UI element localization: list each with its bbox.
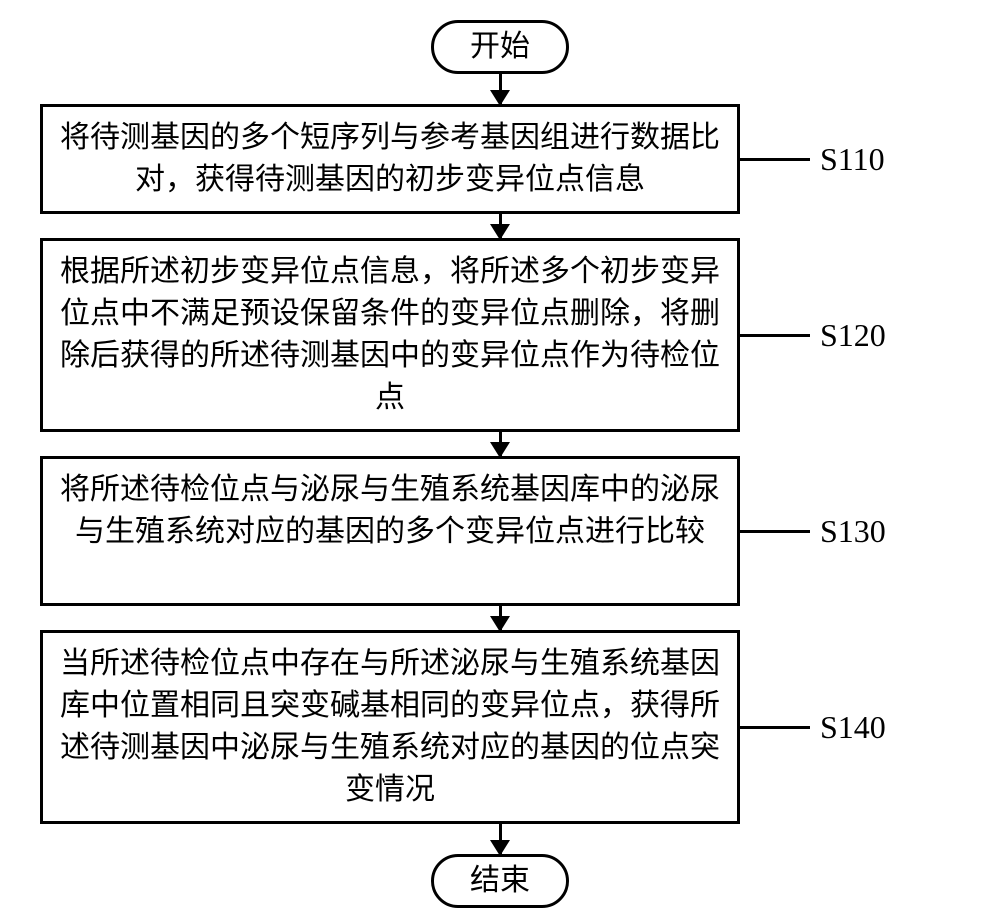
step-label-s130: S130 [820,513,886,550]
arrow-start-to-s110 [499,74,502,104]
step-box-s110: 将待测基因的多个短序列与参考基因组进行数据比对，获得待测基因的初步变异位点信息 [40,104,740,214]
arrow-col-end: 结束 [150,824,850,908]
arrow-s120-s130 [499,432,502,456]
step-box-s120: 根据所述初步变异位点信息，将所述多个初步变异位点中不满足预设保留条件的变异位点删… [40,238,740,432]
flowchart-container: 开始 将待测基因的多个短序列与参考基因组进行数据比对，获得待测基因的初步变异位点… [40,20,960,908]
step-label-s120: S120 [820,317,886,354]
step-box-s130: 将所述待检位点与泌尿与生殖系统基因库中的泌尿与生殖系统对应的基因的多个变异位点进… [40,456,740,606]
connector-s110: S110 [740,141,960,178]
step-row-s140: 当所述待检位点中存在与所述泌尿与生殖系统基因库中位置相同且突变碱基相同的变异位点… [40,630,960,824]
connector-line-s110 [740,158,810,161]
step-row-s130: 将所述待检位点与泌尿与生殖系统基因库中的泌尿与生殖系统对应的基因的多个变异位点进… [40,456,960,606]
arrow-col-2 [150,432,850,456]
connector-s120: S120 [740,317,960,354]
step-row-s120: 根据所述初步变异位点信息，将所述多个初步变异位点中不满足预设保留条件的变异位点删… [40,238,960,432]
flow-center-column: 开始 [150,20,850,104]
step-label-s110: S110 [820,141,885,178]
connector-s130: S130 [740,513,960,550]
step-label-s140: S140 [820,709,886,746]
connector-line-s130 [740,530,810,533]
step-row-s110: 将待测基因的多个短序列与参考基因组进行数据比对，获得待测基因的初步变异位点信息 … [40,104,960,214]
arrow-col-1 [150,214,850,238]
connector-s140: S140 [740,709,960,746]
arrow-s130-s140 [499,606,502,630]
end-terminal: 结束 [431,854,569,908]
connector-line-s140 [740,726,810,729]
arrow-col-3 [150,606,850,630]
arrow-s110-s120 [499,214,502,238]
arrow-s140-end [499,824,502,854]
step-box-s140: 当所述待检位点中存在与所述泌尿与生殖系统基因库中位置相同且突变碱基相同的变异位点… [40,630,740,824]
start-terminal: 开始 [431,20,569,74]
connector-line-s120 [740,334,810,337]
